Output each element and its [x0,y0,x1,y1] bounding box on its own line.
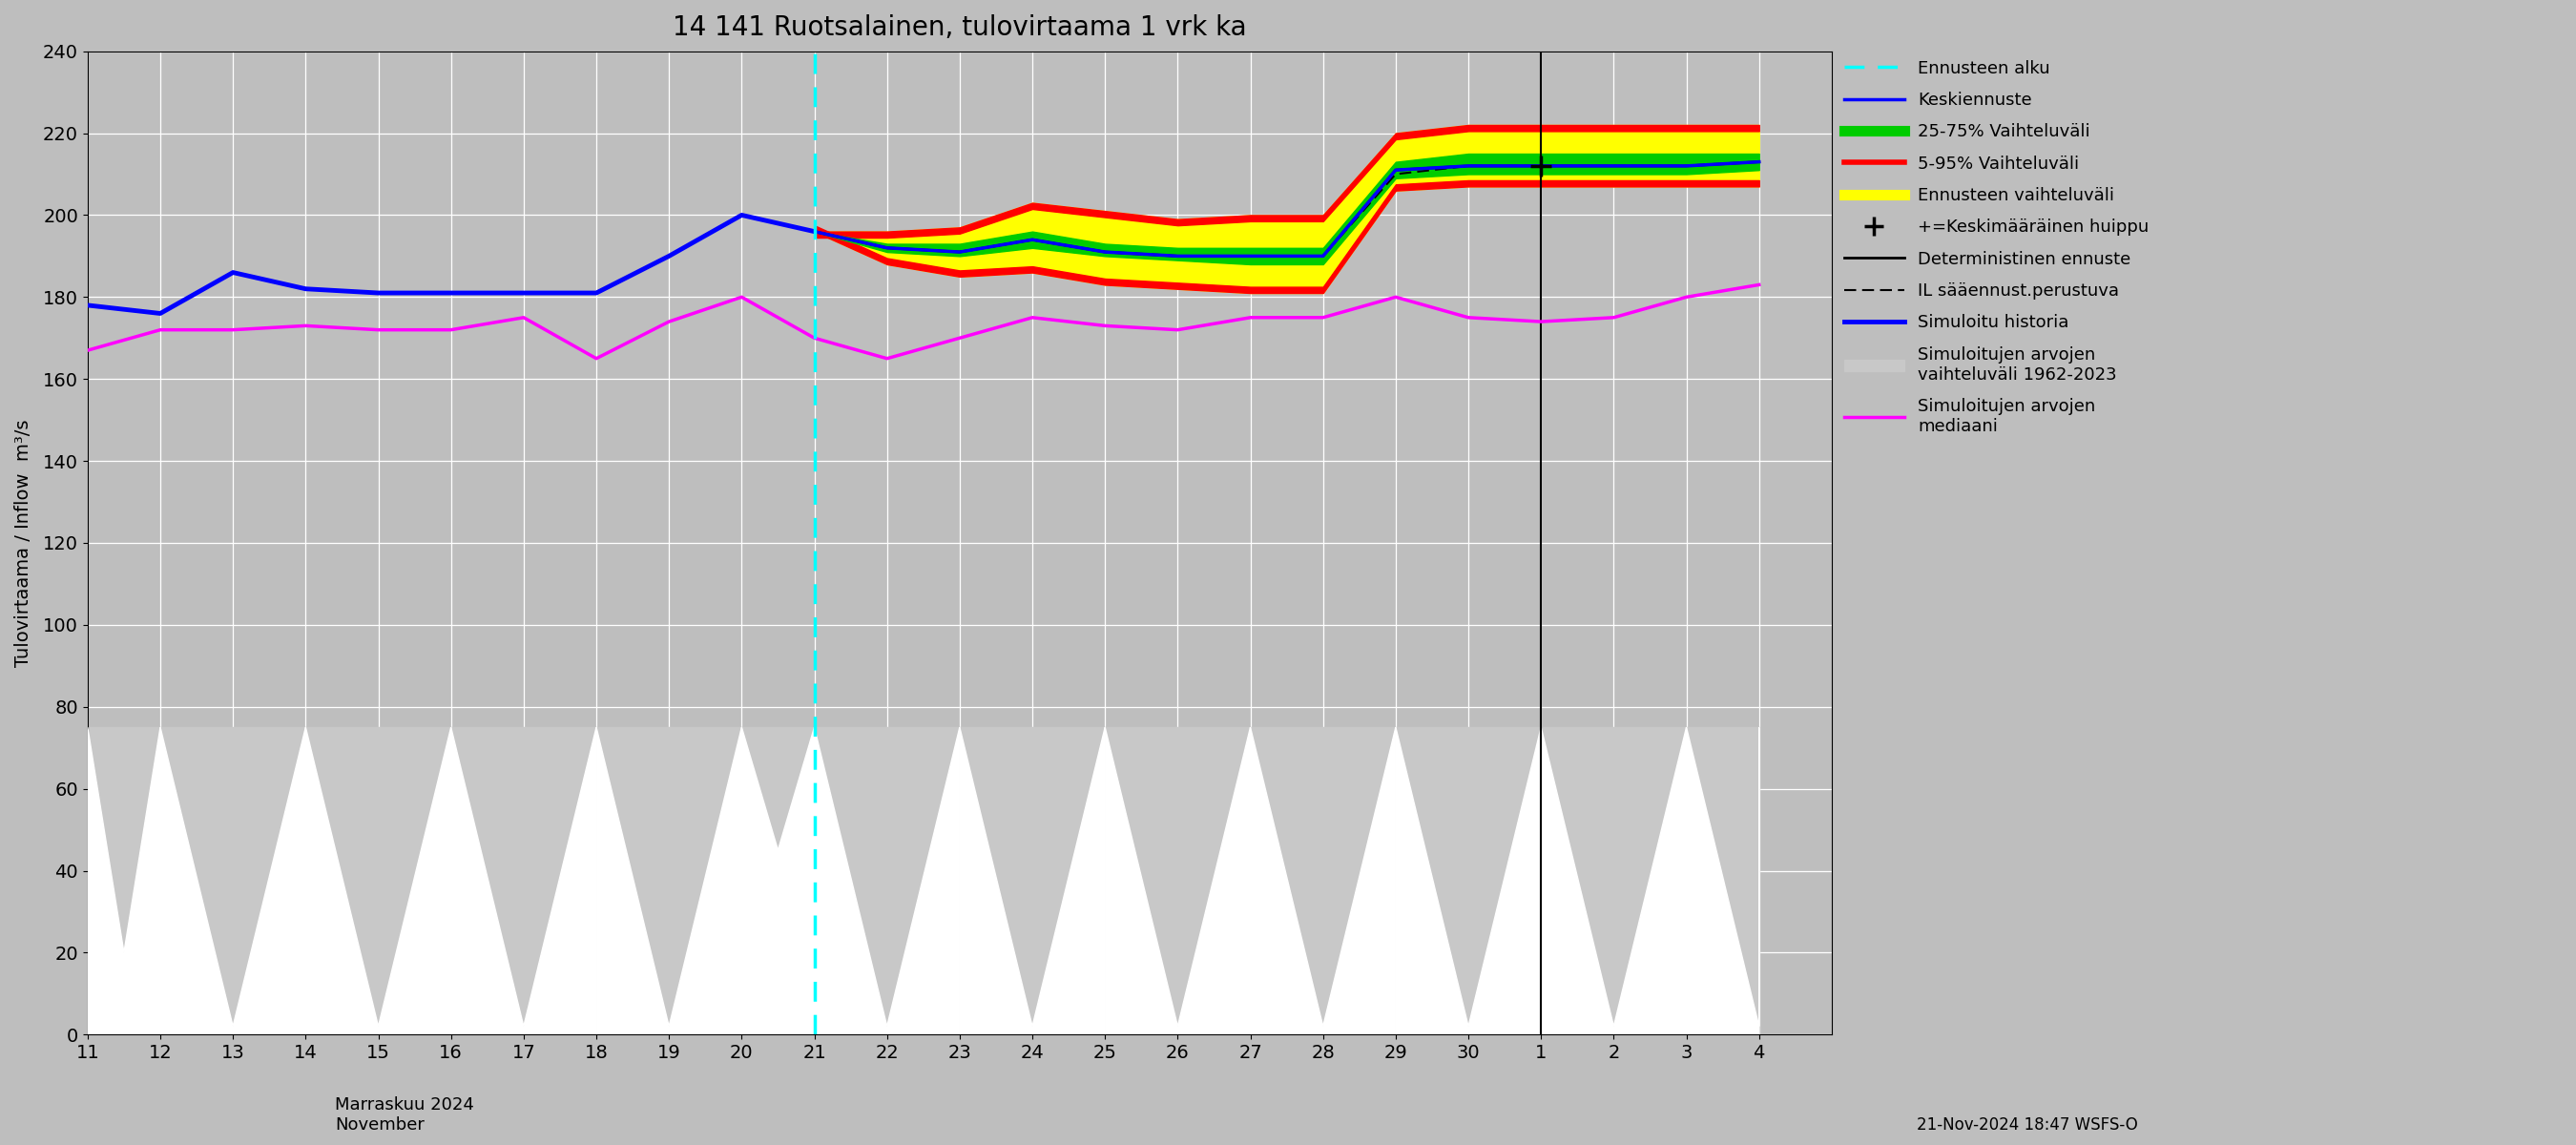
Polygon shape [1540,727,1687,1035]
Polygon shape [595,727,742,1035]
Polygon shape [88,727,160,1035]
Legend: Ennusteen alku, Keskiennuste, 25-75% Vaihteluväli, 5-95% Vaihteluväli, Ennusteen: Ennusteen alku, Keskiennuste, 25-75% Vai… [1844,60,2148,435]
Polygon shape [1105,727,1249,1035]
Polygon shape [451,727,595,1035]
Polygon shape [961,727,1105,1035]
Polygon shape [307,727,451,1035]
Polygon shape [1396,727,1540,1035]
Polygon shape [814,727,961,1035]
Polygon shape [1687,727,1759,1035]
Text: Marraskuu 2024
November: Marraskuu 2024 November [335,1097,474,1134]
Text: 21-Nov-2024 18:47 WSFS-O: 21-Nov-2024 18:47 WSFS-O [1917,1116,2138,1134]
Polygon shape [160,727,307,1035]
Title: 14 141 Ruotsalainen, tulovirtaama 1 vrk ka: 14 141 Ruotsalainen, tulovirtaama 1 vrk … [672,14,1247,41]
Polygon shape [1249,727,1396,1035]
Y-axis label: Tulovirtaama / Inflow  m³/s: Tulovirtaama / Inflow m³/s [15,419,33,666]
Polygon shape [742,727,814,1035]
